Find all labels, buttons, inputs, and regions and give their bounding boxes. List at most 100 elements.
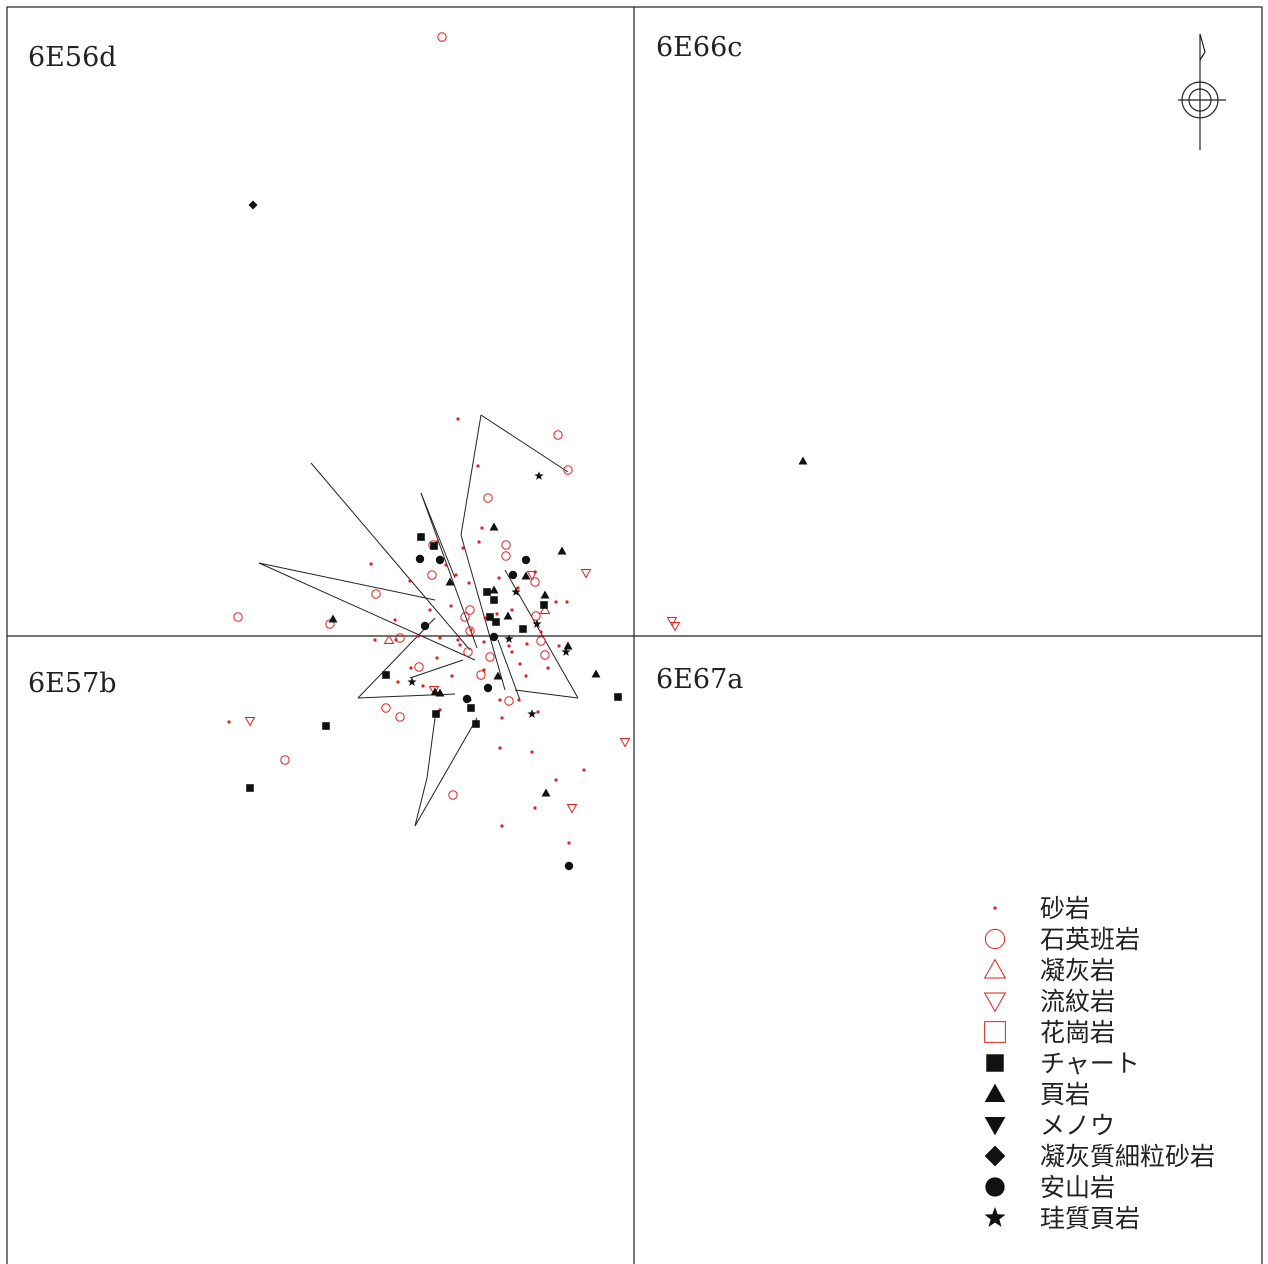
dot-marker <box>497 576 501 580</box>
square-filled-marker <box>417 533 425 541</box>
circle-filled-marker <box>508 570 518 580</box>
dot-marker <box>428 608 432 612</box>
triangle-filled-marker <box>541 788 551 797</box>
triangle-filled-marker <box>430 687 440 696</box>
triangle-filled-marker <box>328 614 338 623</box>
triangle-open-legend-icon <box>983 958 1007 979</box>
star-filled-marker <box>511 587 521 596</box>
triangle-filled-marker <box>489 585 499 594</box>
dot-marker <box>454 573 458 577</box>
grid-label-6E66c: 6E66c <box>656 32 742 63</box>
legend-label: メノウ <box>1040 1111 1115 1140</box>
circle-open-marker <box>280 755 290 765</box>
square-filled-marker <box>614 693 622 701</box>
legend-item: 凝灰質細粒砂岩 <box>984 1142 1215 1171</box>
triangle-down-filled-legend-icon <box>984 1116 1006 1136</box>
circle-filled-legend-icon <box>985 1177 1005 1197</box>
circle-filled-marker <box>483 683 493 693</box>
legend-label: 頁岩 <box>1040 1080 1090 1109</box>
legend-item: 石英班岩 <box>984 925 1140 954</box>
circle-open-marker <box>371 589 381 599</box>
circle-open-marker <box>501 540 511 550</box>
dot-marker <box>567 841 571 845</box>
square-filled-legend-icon <box>986 1054 1004 1072</box>
dot-marker <box>450 674 454 678</box>
legend-item: 珪質頁岩 <box>984 1204 1140 1233</box>
dot-marker <box>554 778 558 782</box>
circle-filled-marker <box>420 621 430 631</box>
circle-open-marker <box>233 612 243 622</box>
dot-marker <box>408 579 412 583</box>
circle-open-marker <box>504 696 514 706</box>
legend-label: 珪質頁岩 <box>1040 1204 1140 1233</box>
square-open-legend-icon <box>984 1021 1006 1043</box>
triangle-filled-marker <box>521 571 531 580</box>
triangle-filled-marker <box>557 546 567 555</box>
circle-filled-marker <box>489 632 499 642</box>
dot-marker <box>554 600 558 604</box>
circle-open-marker <box>414 662 424 672</box>
triangle-filled-legend-icon <box>984 1083 1006 1103</box>
legend-item: 頁岩 <box>984 1080 1090 1109</box>
grid-label-6E57b: 6E57b <box>28 668 117 699</box>
circle-open-marker <box>531 611 541 621</box>
triangle-filled-marker <box>563 641 573 650</box>
triangle-down-open-legend-icon <box>983 992 1007 1013</box>
refit-line <box>420 492 478 649</box>
dot-marker <box>582 768 586 772</box>
dot-marker <box>482 668 486 672</box>
star-filled-legend-icon <box>984 1207 1006 1227</box>
circle-filled-marker <box>564 861 574 871</box>
square-filled-marker <box>490 596 498 604</box>
star-filled-marker <box>534 471 544 480</box>
legend-item: 砂岩 <box>993 894 1090 923</box>
dot-marker <box>458 643 462 647</box>
dot-marker <box>469 628 473 632</box>
circle-filled-marker <box>462 694 472 704</box>
legend-item: チャート <box>986 1049 1140 1078</box>
triangle-open-marker <box>539 604 551 614</box>
refit-line <box>497 639 521 701</box>
circle-open-marker <box>563 465 573 475</box>
triangle-filled-marker <box>493 671 503 680</box>
refit-line <box>514 689 579 699</box>
dot-marker <box>373 638 377 642</box>
square-filled-marker <box>492 618 500 626</box>
grid-frame <box>6 6 1263 1264</box>
dot-marker <box>500 716 504 720</box>
dot-marker <box>467 581 471 585</box>
star-filled-marker <box>561 647 571 656</box>
triangle-filled-marker <box>591 669 601 678</box>
dot-marker <box>477 540 481 544</box>
square-filled-marker <box>322 722 330 730</box>
dot-marker <box>482 640 486 644</box>
refit-line <box>258 562 476 661</box>
dot-marker <box>539 630 543 634</box>
dot-marker <box>510 650 514 654</box>
refit-line <box>409 659 464 679</box>
dot-marker <box>495 612 499 616</box>
refit-lines <box>258 414 579 827</box>
refit-line <box>480 414 569 473</box>
dot-marker <box>483 616 487 620</box>
circle-filled-marker <box>415 554 425 564</box>
circle-open-marker <box>465 605 475 615</box>
legend-item: 流紋岩 <box>983 987 1115 1016</box>
dot-marker <box>518 662 522 666</box>
diamond-filled-legend-icon <box>984 1145 1006 1167</box>
dot-marker <box>517 698 521 702</box>
dot-marker <box>524 674 528 678</box>
dot-marker <box>369 562 373 566</box>
dot-marker <box>409 666 413 670</box>
triangle-down-open-marker <box>526 571 538 581</box>
dot-marker <box>507 644 511 648</box>
dot-marker <box>396 680 400 684</box>
circle-open-marker <box>536 636 546 646</box>
dot-marker <box>456 417 460 421</box>
circle-open-marker <box>395 633 405 643</box>
north-arrow-icon <box>1178 33 1226 150</box>
legend-item: メノウ <box>984 1111 1115 1140</box>
circle-open-marker <box>530 577 540 587</box>
square-filled-marker <box>432 710 440 718</box>
circle-open-marker <box>437 32 447 42</box>
